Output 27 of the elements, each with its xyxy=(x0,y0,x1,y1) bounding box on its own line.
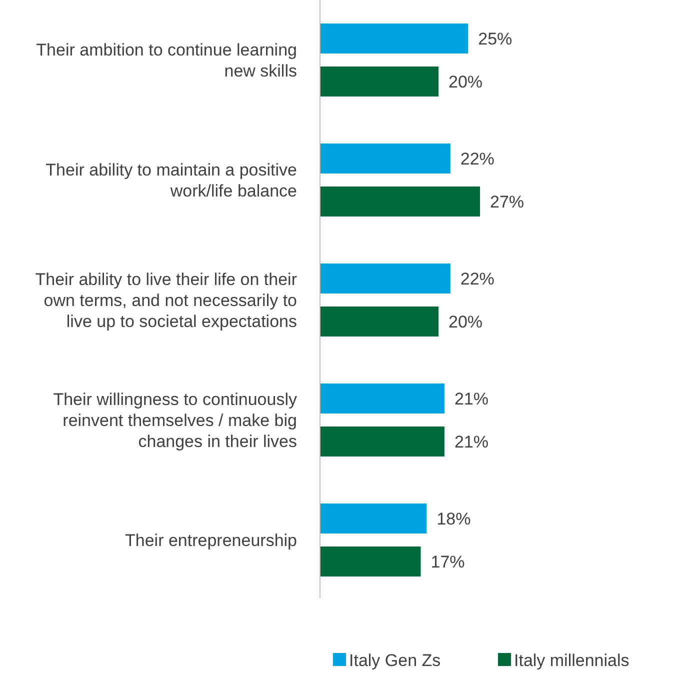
bar xyxy=(320,546,421,576)
data-label: 20% xyxy=(448,72,483,92)
bar xyxy=(320,306,439,336)
data-label: 18% xyxy=(436,509,471,528)
bar xyxy=(320,264,450,294)
data-label: 25% xyxy=(478,29,512,48)
bar xyxy=(320,144,450,174)
bar xyxy=(320,384,444,414)
y-tick-label: Their ability to live their life on their own terms, and not necessarily to live up to societal expectations xyxy=(35,270,298,331)
y-tick-label: Their entrepreneurship xyxy=(125,530,297,550)
data-label: 21% xyxy=(454,389,488,408)
bar xyxy=(320,24,468,54)
data-label: 21% xyxy=(454,432,488,452)
bar xyxy=(320,186,480,216)
y-tick-label: Their ambition to continue learning new skills xyxy=(36,40,297,80)
y-tick-label: Their willingness to continuously reinvent themselves / make big changes in their lives xyxy=(53,390,298,451)
y-tick-label: Their ability to maintain a positive work/life balance xyxy=(46,160,297,200)
data-label: 22% xyxy=(460,269,494,288)
legend-label: Italy millennials xyxy=(514,650,630,670)
bar xyxy=(320,66,439,96)
data-label: 17% xyxy=(430,552,465,572)
bar xyxy=(320,426,444,456)
bar xyxy=(320,504,427,534)
data-label: 20% xyxy=(448,312,483,332)
data-label: 22% xyxy=(460,149,494,168)
legend-label: Italy Gen Zs xyxy=(349,650,441,670)
data-label: 27% xyxy=(490,192,524,212)
